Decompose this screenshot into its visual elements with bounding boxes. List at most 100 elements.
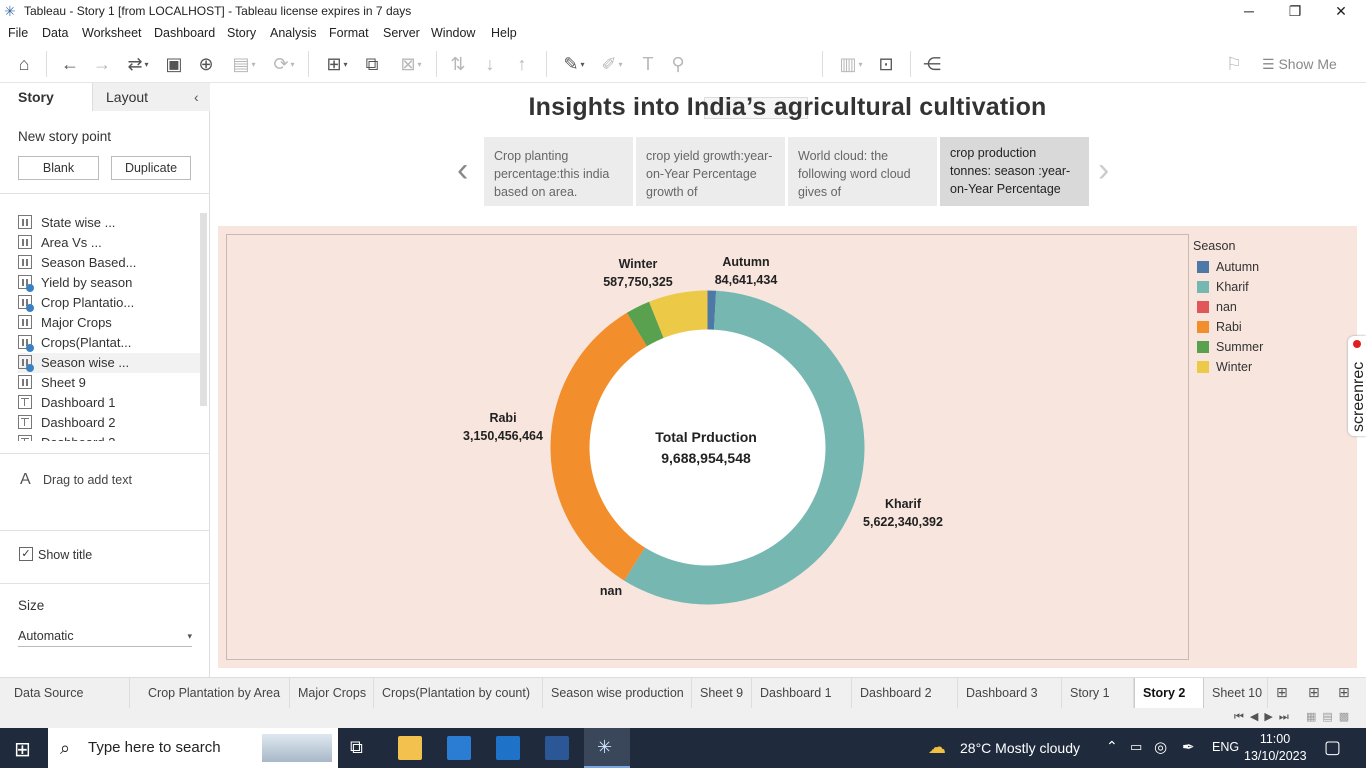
legend-item[interactable]: Summer xyxy=(1193,337,1263,357)
view-mode-icons[interactable]: ▦▤▩ xyxy=(1306,711,1356,723)
sort-ascending-icon[interactable]: ↓ xyxy=(485,54,495,74)
sheet-navigation-icons[interactable]: ⏮◀▶⏭ xyxy=(1234,711,1295,723)
pin-icon[interactable]: ⚲ xyxy=(671,54,685,74)
refresh-icon[interactable]: ⟳ ▾ xyxy=(273,54,295,74)
menu-worksheet[interactable]: Worksheet xyxy=(82,26,142,40)
menu-server[interactable]: Server xyxy=(383,26,420,40)
home-icon[interactable]: ⌂ xyxy=(18,54,30,74)
sheet-list-item[interactable]: State wise ... xyxy=(18,213,200,233)
presentation-mode-icon[interactable]: ⊡ xyxy=(878,54,894,74)
menu-file[interactable]: File xyxy=(8,26,29,40)
screenrec-badge[interactable]: screenrec xyxy=(1348,336,1366,436)
sheet-list-item[interactable]: Yield by season xyxy=(18,273,200,293)
sheet-tab[interactable]: Season wise production xyxy=(543,678,692,708)
task-view-icon[interactable]: ⧉ xyxy=(350,737,363,757)
sheet-tab[interactable]: Sheet 10 xyxy=(1204,678,1268,708)
new-worksheet-icon[interactable]: ⊞ ▾ xyxy=(326,54,348,74)
legend-item[interactable]: Autumn xyxy=(1193,257,1263,277)
sheet-tab[interactable]: Sheet 9 xyxy=(692,678,752,708)
language-indicator[interactable]: ENG xyxy=(1212,740,1240,754)
swap-icon[interactable]: ⇅ xyxy=(450,54,466,74)
sheet-tab[interactable]: Dashboard 3 xyxy=(958,678,1062,708)
highlight-icon[interactable]: ✎ ▾ xyxy=(563,54,585,74)
story-point-4[interactable]: crop production tonnes: season :year-on-… xyxy=(940,137,1089,206)
new-worksheet-tab-icon[interactable]: ⊞ xyxy=(1276,684,1288,700)
weather-text[interactable]: 28°C Mostly cloudy xyxy=(960,740,1080,756)
sheet-tab[interactable]: Story 1 xyxy=(1062,678,1134,708)
tab-layout[interactable]: Layout ‹ xyxy=(92,83,210,111)
clock[interactable]: 11:00 13/10/2023 xyxy=(1244,731,1307,765)
notifications-icon[interactable]: ▢ xyxy=(1324,737,1342,757)
sheet-list-item[interactable]: Dashboard 3 xyxy=(18,433,200,441)
marks-card-icon[interactable]: ⚐ xyxy=(1225,54,1243,74)
story-point-1[interactable]: Crop planting percentage:this india base… xyxy=(484,137,633,206)
sheet-list-scrollbar[interactable] xyxy=(200,213,207,406)
sheet-list-item[interactable]: Season wise ... xyxy=(18,353,200,373)
fit-dropdown[interactable]: ▾ xyxy=(704,97,808,119)
replay-icon[interactable]: ⇄ ▾ xyxy=(127,54,149,74)
menu-data[interactable]: Data xyxy=(42,26,69,40)
windows-start-icon[interactable]: ⊞ xyxy=(14,739,31,761)
clear-sheet-icon[interactable]: ⊠ ▾ xyxy=(400,54,422,74)
labels-icon[interactable]: T xyxy=(642,54,654,74)
menu-analysis[interactable]: Analysis xyxy=(270,26,317,40)
network-icon[interactable]: ◎ xyxy=(1154,739,1168,756)
share-icon[interactable]: ⋲ xyxy=(923,54,941,74)
sheet-tab[interactable]: Crops(Plantation by count) xyxy=(374,678,543,708)
maximize-button[interactable]: ❐ xyxy=(1288,3,1302,19)
sheet-tab[interactable]: Data Source xyxy=(6,678,130,708)
duplicate-sheet-icon[interactable]: ⧉ xyxy=(365,54,379,74)
minimize-button[interactable]: ─ xyxy=(1244,3,1254,19)
story-point-2[interactable]: crop yield growth:year-on-Year Percentag… xyxy=(636,137,785,206)
sheet-list-item[interactable]: Sheet 9 xyxy=(18,373,200,393)
new-dashboard-tab-icon[interactable]: ⊞ xyxy=(1308,684,1320,700)
story-point-3[interactable]: World cloud: the following word cloud gi… xyxy=(788,137,937,206)
menu-story[interactable]: Story xyxy=(227,26,257,40)
legend-item[interactable]: nan xyxy=(1193,297,1263,317)
new-story-tab-icon[interactable]: ⊞ xyxy=(1338,684,1350,700)
sheet-list-item[interactable]: Area Vs ... xyxy=(18,233,200,253)
pause-updates-icon[interactable]: ▤ ▾ xyxy=(232,54,256,74)
menu-help[interactable]: Help xyxy=(491,26,517,40)
mail-icon[interactable] xyxy=(496,736,520,760)
legend-item[interactable]: Winter xyxy=(1193,357,1263,377)
tableau-taskbar-button[interactable]: ✳ xyxy=(584,728,630,768)
blank-button[interactable]: Blank xyxy=(18,156,99,180)
sheet-tab[interactable]: Major Crops xyxy=(290,678,374,708)
word-icon[interactable] xyxy=(545,736,569,760)
sheet-tab[interactable]: Story 2 xyxy=(1134,678,1204,708)
previous-story-point-icon[interactable]: ‹ xyxy=(457,151,469,189)
microsoft-store-icon[interactable] xyxy=(447,736,471,760)
donut-chart[interactable] xyxy=(540,280,875,615)
group-icon[interactable]: ✐ ▾ xyxy=(601,54,623,74)
redo-icon[interactable]: → xyxy=(93,54,111,74)
sheet-list-item[interactable]: Dashboard 1 xyxy=(18,393,200,413)
sheet-list-item[interactable]: Season Based... xyxy=(18,253,200,273)
collapse-panel-icon[interactable]: ‹ xyxy=(194,89,199,105)
menu-format[interactable]: Format xyxy=(329,26,369,40)
sheet-list-item[interactable]: Dashboard 2 xyxy=(18,413,200,433)
battery-icon[interactable]: ▭ xyxy=(1130,739,1143,754)
sheet-tab[interactable]: Dashboard 1 xyxy=(752,678,852,708)
show-cards-icon[interactable]: ▥ ▾ xyxy=(839,54,863,74)
undo-icon[interactable]: ← xyxy=(61,54,79,74)
pen-icon[interactable]: ✒ xyxy=(1182,739,1195,756)
show-title-checkbox[interactable]: ✓ xyxy=(19,547,33,561)
drag-to-add-text[interactable]: Drag to add text xyxy=(43,473,132,487)
taskbar-search-input[interactable]: ⌕ Type here to search xyxy=(48,728,338,768)
file-explorer-icon[interactable] xyxy=(398,736,422,760)
sheet-list-item[interactable]: Major Crops xyxy=(18,313,200,333)
sheet-tab[interactable]: Crop Plantation by Area xyxy=(140,678,290,708)
size-dropdown[interactable]: Automatic ▾ xyxy=(18,625,192,647)
duplicate-button[interactable]: Duplicate xyxy=(111,156,191,180)
new-data-source-icon[interactable]: ⊕ xyxy=(198,54,214,74)
sort-descending-icon[interactable]: ↑ xyxy=(517,54,527,74)
tab-story[interactable]: Story xyxy=(0,83,92,111)
show-me-button[interactable]: ☰ Show Me xyxy=(1262,56,1337,73)
legend-item[interactable]: Kharif xyxy=(1193,277,1263,297)
chevron-up-icon[interactable]: ⌃ xyxy=(1106,738,1118,754)
legend-item[interactable]: Rabi xyxy=(1193,317,1263,337)
menu-dashboard[interactable]: Dashboard xyxy=(154,26,216,40)
sheet-list-item[interactable]: Crop Plantatio... xyxy=(18,293,200,313)
next-story-point-icon[interactable]: › xyxy=(1098,151,1110,189)
